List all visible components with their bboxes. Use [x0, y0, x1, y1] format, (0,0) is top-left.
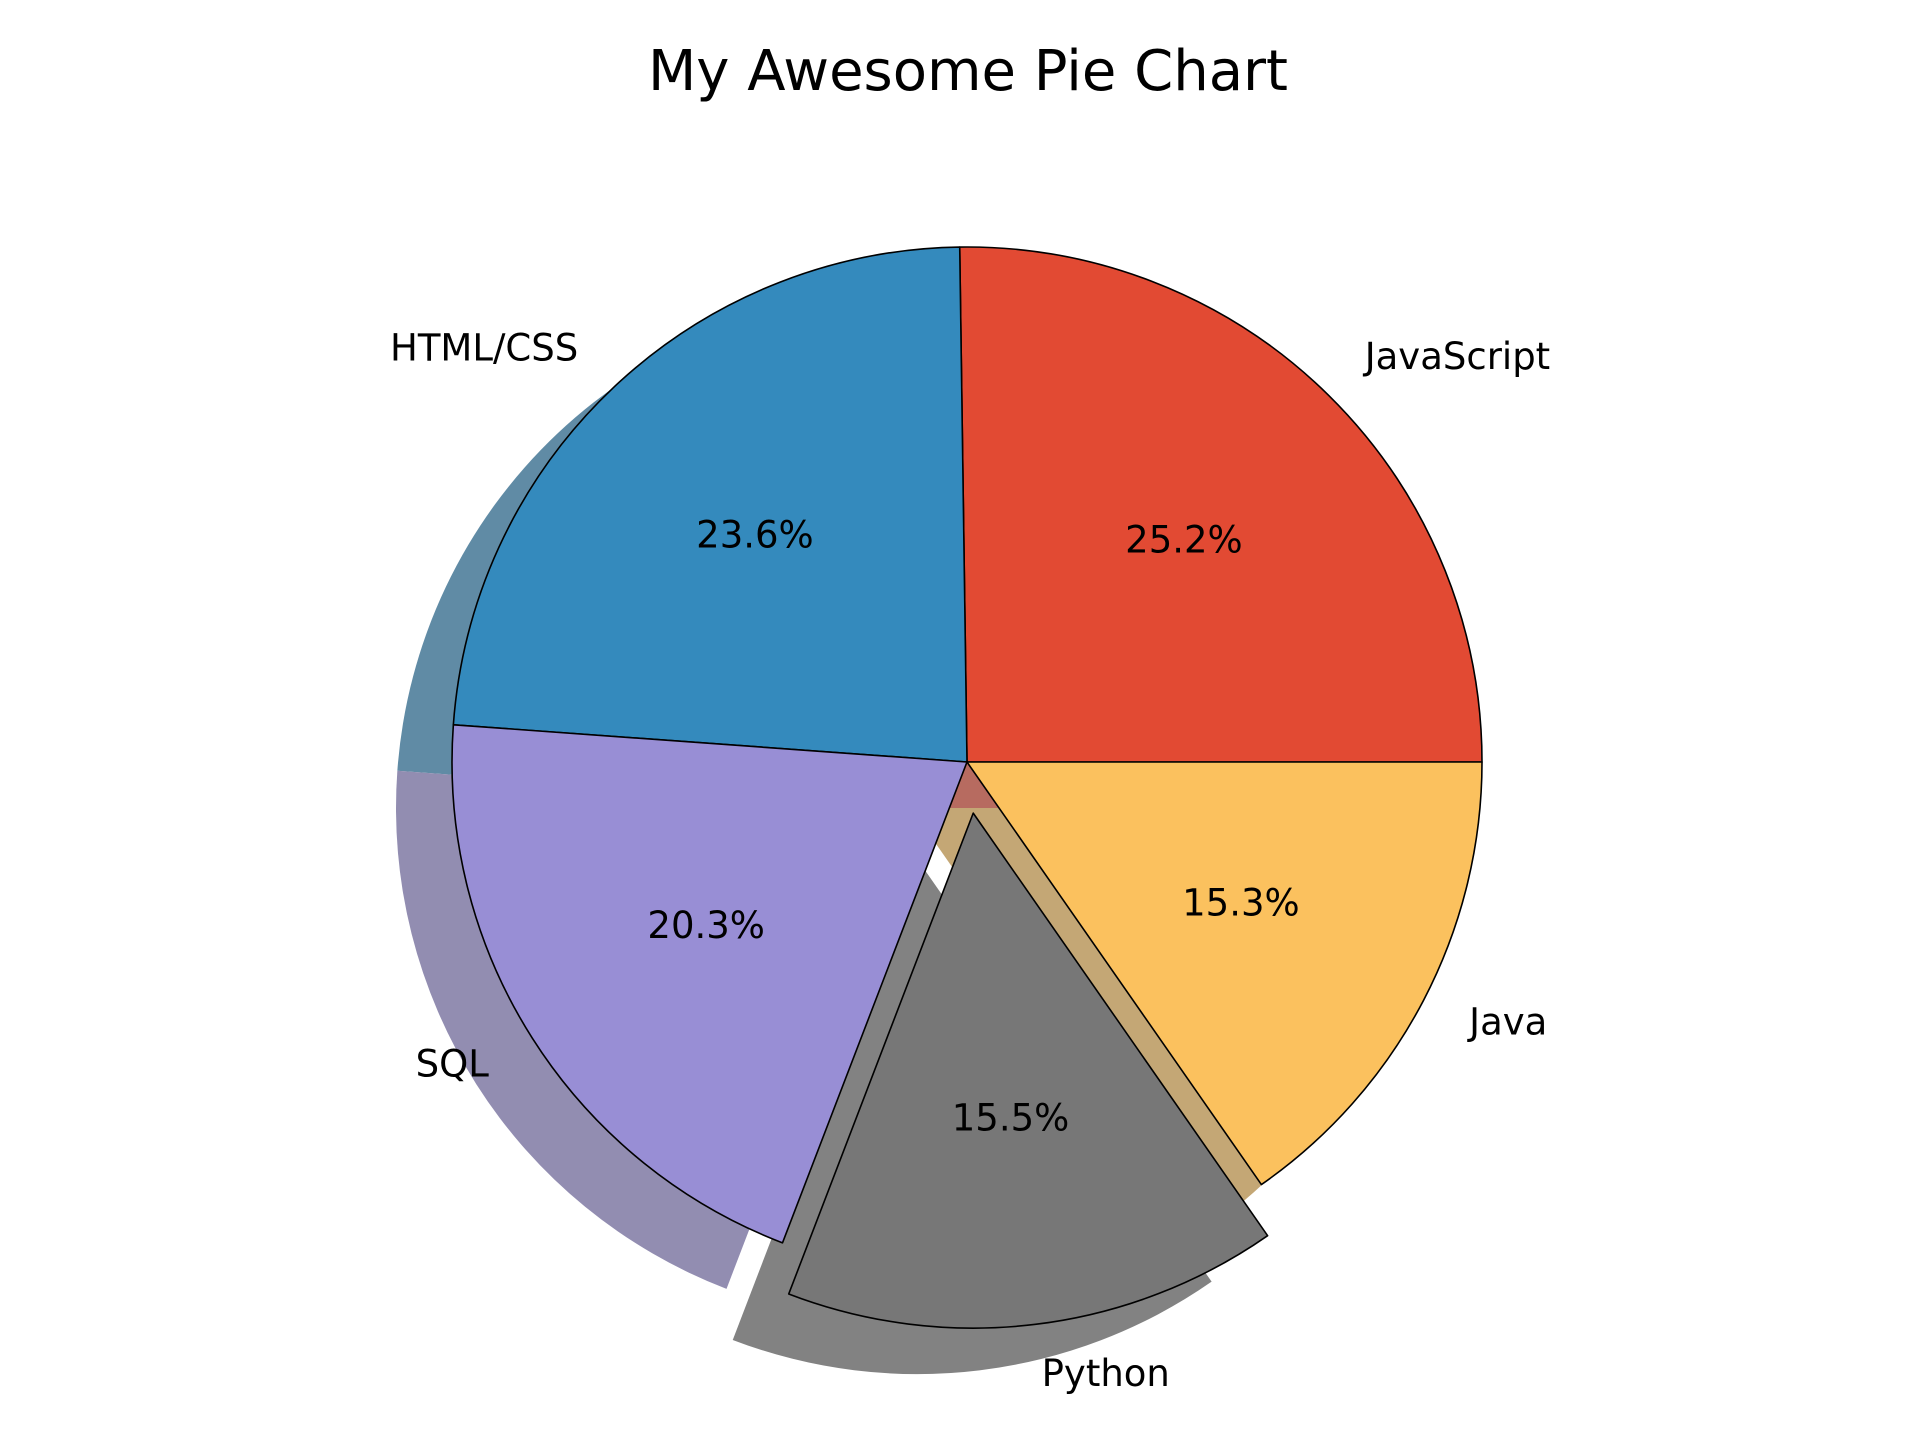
slice-percent-sql: 20.3% — [647, 904, 765, 947]
slice-label-sql: SQL — [416, 1042, 490, 1085]
slice-layer — [451, 246, 1483, 1329]
slice-percent-javascript: 25.2% — [1125, 518, 1243, 561]
slice-python — [787, 812, 1269, 1329]
slice-percent-python: 15.5% — [952, 1096, 1070, 1139]
label-layer: JavaScript 25.2% HTML/CSS 23.6% SQL 20.3% Pyth… — [390, 326, 1550, 1395]
slice-java — [966, 761, 1483, 1186]
slice-percent-html-css: 23.6% — [696, 514, 814, 557]
slice-sql — [451, 723, 968, 1244]
slice-javascript — [958, 246, 1483, 763]
slice-label-javascript: JavaScript — [1363, 335, 1550, 378]
chart-title: My Awesome Pie Chart — [648, 39, 1288, 104]
slice-html-css — [452, 246, 968, 763]
slice-label-python: Python — [1042, 1352, 1170, 1395]
slice-label-java: Java — [1467, 1001, 1547, 1044]
slice-percent-java: 15.3% — [1182, 882, 1300, 925]
slice-label-html-css: HTML/CSS — [390, 326, 578, 369]
